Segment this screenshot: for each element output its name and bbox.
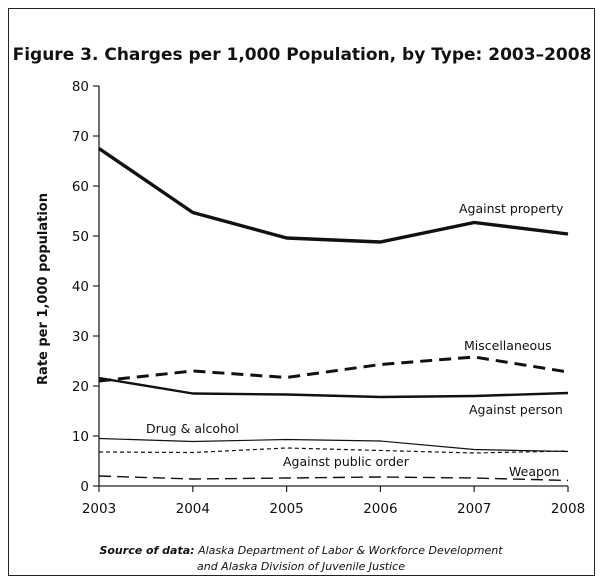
x-tick-label: 2008 bbox=[551, 501, 585, 517]
y-tick-label: 10 bbox=[72, 429, 89, 445]
series-label-drug-alcohol: Drug & alcohol bbox=[146, 421, 239, 436]
y-tick-label: 40 bbox=[72, 279, 89, 295]
y-tick-label: 80 bbox=[72, 79, 89, 95]
series bbox=[98, 147, 569, 482]
series-label-against-person: Against person bbox=[469, 402, 563, 417]
series-label-against-property: Against property bbox=[459, 201, 564, 216]
y-tick-label: 50 bbox=[72, 229, 89, 245]
x-tick-label: 2004 bbox=[176, 501, 210, 517]
y-tick-label: 20 bbox=[72, 379, 89, 395]
source-text-1: Alaska Department of Labor & Workforce D… bbox=[197, 544, 503, 557]
series-line-against-person bbox=[98, 376, 569, 399]
x-axis: 2003 2004 2005 2006 2007 2008 bbox=[82, 485, 585, 517]
x-tick-label: 2006 bbox=[363, 501, 397, 517]
y-axis-label: Rate per 1,000 population bbox=[36, 193, 51, 385]
series-line-against-public-order bbox=[98, 447, 569, 454]
source-label: Source of data: bbox=[99, 544, 194, 557]
y-tick-label: 70 bbox=[72, 129, 89, 145]
source-line-1: Source of data: Alaska Department of Lab… bbox=[99, 544, 503, 557]
y-tick-label: 30 bbox=[72, 329, 89, 345]
x-tick-label: 2005 bbox=[269, 501, 303, 517]
y-tick-label: 0 bbox=[80, 479, 89, 495]
chart-frame: Figure 3. Charges per 1,000 Population, … bbox=[8, 8, 595, 576]
y-axis: 0 10 20 30 40 50 60 70 80 bbox=[72, 79, 100, 495]
series-line-drug-alcohol bbox=[98, 437, 569, 453]
source-line-2: and Alaska Division of Juvenile Justice bbox=[197, 560, 405, 573]
series-label-miscellaneous: Miscellaneous bbox=[464, 338, 552, 353]
series-label-against-public-order: Against public order bbox=[283, 454, 410, 469]
x-tick-label: 2003 bbox=[82, 501, 116, 517]
series-label-weapon: Weapon bbox=[509, 464, 559, 479]
series-line-miscellaneous bbox=[98, 355, 569, 383]
series-line-against-property bbox=[98, 147, 569, 244]
y-tick-label: 60 bbox=[72, 179, 89, 195]
series-labels: Against property Miscellaneous Against per… bbox=[146, 201, 564, 479]
chart-title: Figure 3. Charges per 1,000 Population, … bbox=[13, 45, 592, 65]
series-line-weapon bbox=[98, 475, 569, 482]
x-tick-label: 2007 bbox=[457, 501, 491, 517]
chart: Figure 3. Charges per 1,000 Population, … bbox=[13, 45, 592, 573]
